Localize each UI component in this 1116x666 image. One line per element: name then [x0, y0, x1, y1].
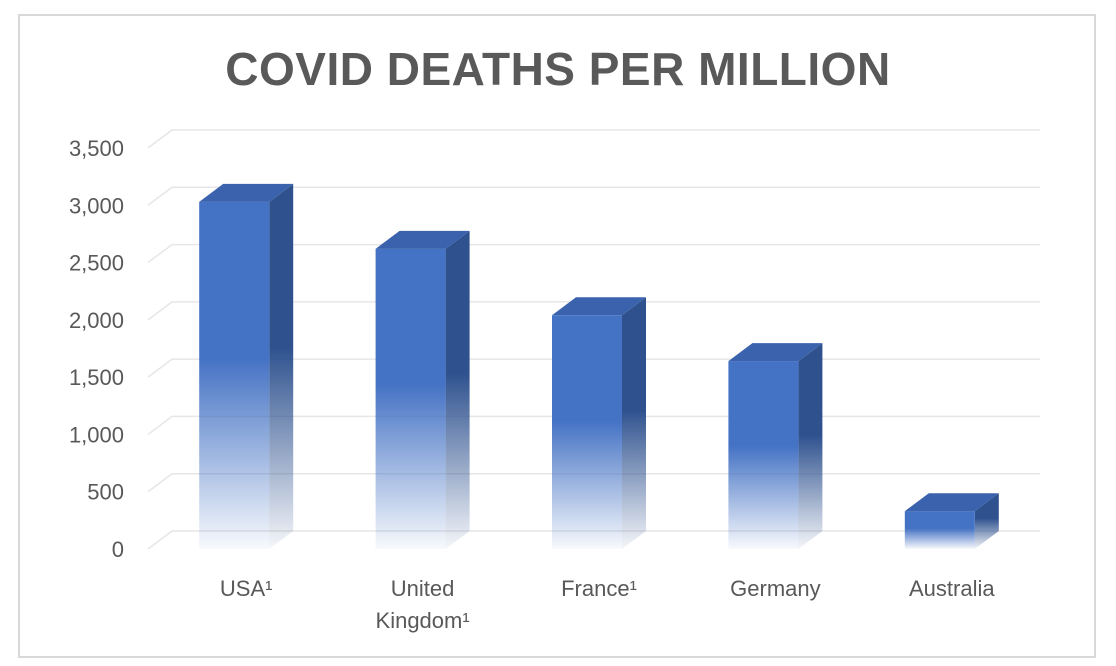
y-tick-label: 2,500 — [69, 251, 124, 276]
gridline — [147, 186, 1040, 206]
bar — [728, 343, 823, 549]
bar-side — [974, 493, 999, 549]
bars — [199, 183, 999, 549]
x-category-label: United — [391, 576, 455, 601]
x-axis-categories: USA¹ United Kingdom¹ France¹ Germany Australi… — [220, 576, 995, 633]
y-tick-label: 3,500 — [69, 136, 124, 161]
chart-title: COVID DEATHS PER MILLION — [225, 43, 891, 95]
y-tick-label: 2,000 — [69, 308, 124, 333]
x-category-label: USA¹ — [220, 576, 273, 601]
bar — [552, 297, 646, 549]
bar-side — [622, 297, 646, 549]
x-category-label: Kingdom¹ — [376, 608, 470, 633]
bar-front — [552, 315, 622, 549]
bar-front — [199, 201, 270, 549]
y-tick-label: 3,000 — [69, 193, 124, 218]
gridline — [147, 129, 1040, 149]
gridline — [147, 301, 1040, 321]
y-axis-ticks: 0 500 1,000 1,500 2,000 2,500 3,000 3,500 — [69, 136, 124, 562]
x-category-label: Australia — [909, 576, 995, 601]
bar-top — [728, 343, 823, 362]
bar-front — [904, 511, 975, 549]
bar — [375, 230, 470, 549]
bar — [904, 493, 999, 549]
bar-front — [728, 361, 799, 549]
y-tick-label: 1,500 — [69, 365, 124, 390]
bar-side — [269, 183, 294, 549]
bar-top — [375, 230, 470, 249]
bar-side — [798, 343, 823, 549]
x-category-label: France¹ — [561, 576, 637, 601]
y-tick-label: 1,000 — [69, 422, 124, 447]
bar-front — [375, 248, 446, 549]
bar-top — [199, 183, 294, 202]
x-category-label: Germany — [730, 576, 820, 601]
gridline — [147, 243, 1040, 264]
y-tick-label: 0 — [112, 537, 124, 562]
bar — [199, 183, 294, 549]
y-tick-label: 500 — [87, 480, 124, 505]
bar-top — [904, 493, 999, 512]
bar-top — [552, 297, 646, 316]
bar-side — [445, 230, 470, 549]
